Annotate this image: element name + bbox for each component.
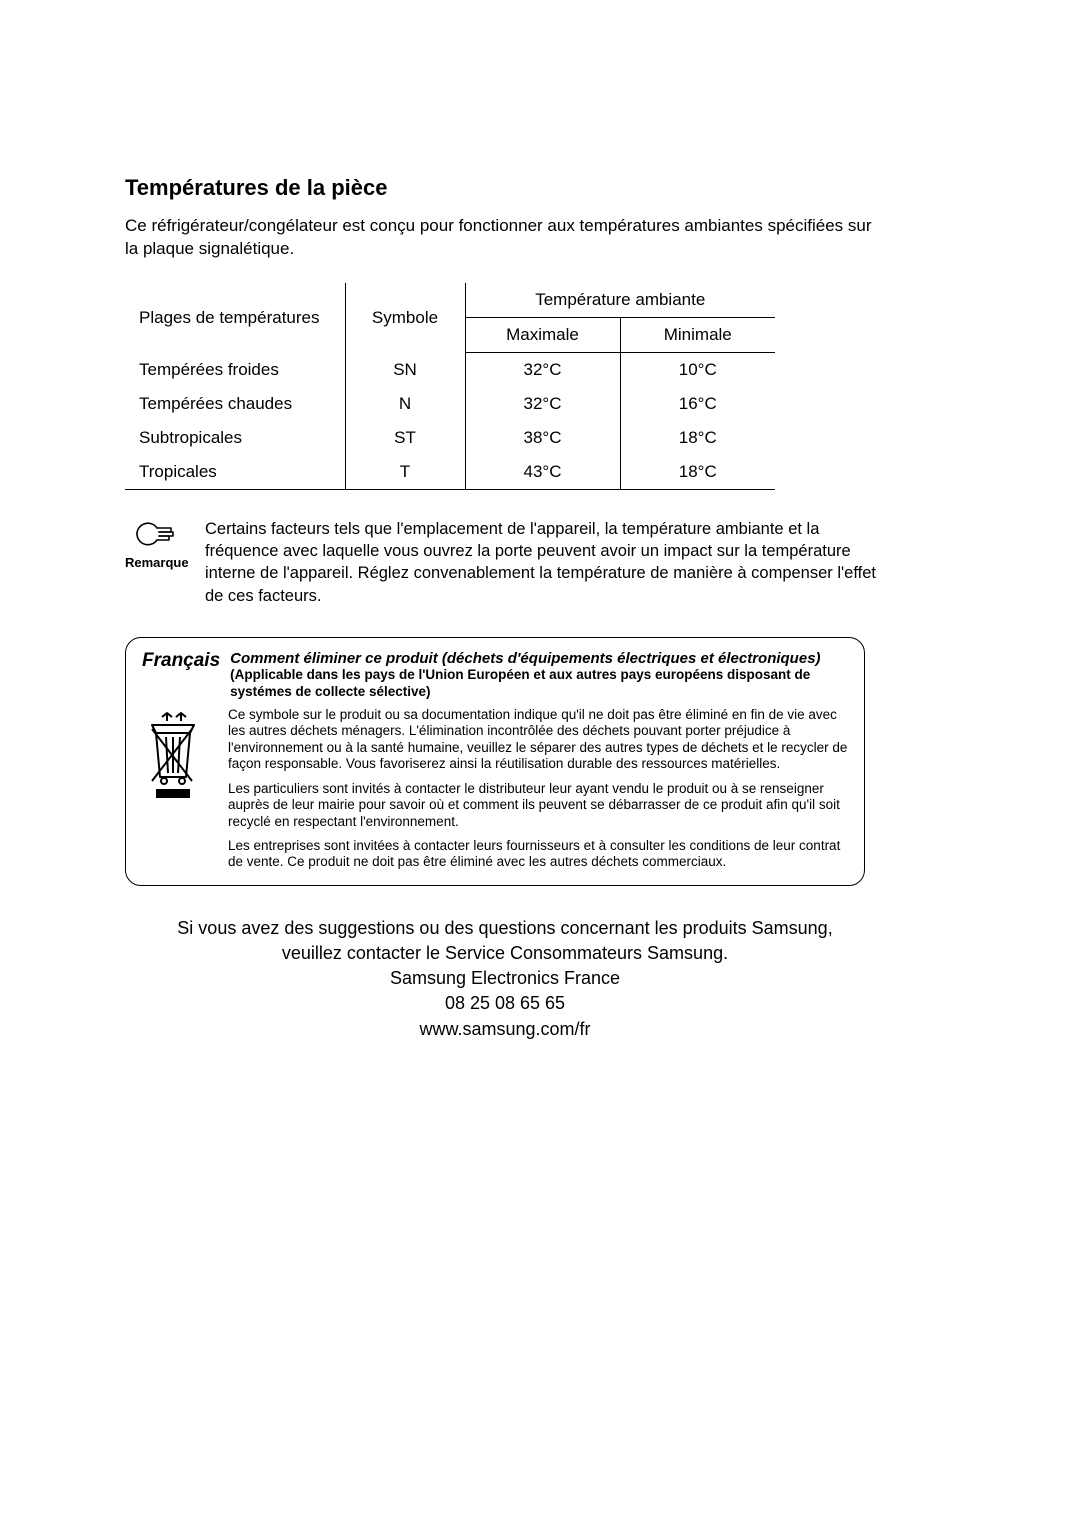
th-plage: Plages de températures — [125, 283, 345, 353]
cell-sym: N — [345, 387, 465, 421]
cell-max: 32°C — [465, 387, 620, 421]
weee-paragraph: Les particuliers sont invités à contacte… — [228, 781, 848, 830]
table-row: Tempérées chaudes N 32°C 16°C — [125, 387, 775, 421]
th-max: Maximale — [465, 317, 620, 352]
contact-block: Si vous avez des suggestions ou des ques… — [125, 916, 885, 1042]
note-hand-icon — [133, 518, 179, 548]
th-ambient: Température ambiante — [465, 283, 775, 318]
weee-bin-icon — [142, 711, 204, 801]
weee-header-text: Comment éliminer ce produit (déchets d'é… — [230, 650, 848, 701]
contact-line: veuillez contacter le Service Consommate… — [125, 941, 885, 966]
cell-plage: Tempérées chaudes — [125, 387, 345, 421]
cell-min: 18°C — [620, 455, 775, 490]
cell-sym: ST — [345, 421, 465, 455]
weee-body: Ce symbole sur le produit ou sa document… — [142, 707, 848, 871]
weee-header: Français Comment éliminer ce produit (dé… — [142, 650, 848, 701]
table-row: Subtropicales ST 38°C 18°C — [125, 421, 775, 455]
cell-max: 38°C — [465, 421, 620, 455]
weee-title: Comment éliminer ce produit (déchets d'é… — [230, 650, 848, 667]
note-block: Remarque Certains facteurs tels que l'em… — [125, 518, 885, 607]
cell-min: 16°C — [620, 387, 775, 421]
cell-sym: T — [345, 455, 465, 490]
th-min: Minimale — [620, 317, 775, 352]
contact-line: Si vous avez des suggestions ou des ques… — [125, 916, 885, 941]
weee-text-column: Ce symbole sur le produit ou sa document… — [228, 707, 848, 871]
weee-box: Français Comment éliminer ce produit (dé… — [125, 637, 865, 886]
contact-phone: 08 25 08 65 65 — [125, 991, 885, 1016]
cell-max: 43°C — [465, 455, 620, 490]
note-label: Remarque — [125, 555, 187, 570]
cell-plage: Tempérées froides — [125, 352, 345, 387]
cell-max: 32°C — [465, 352, 620, 387]
weee-paragraph: Les entreprises sont invitées à contacte… — [228, 838, 848, 871]
temperature-table: Plages de températures Symbole Températu… — [125, 283, 775, 490]
table-row: Tempérées froides SN 32°C 10°C — [125, 352, 775, 387]
section-intro: Ce réfrigérateur/congélateur est conçu p… — [125, 215, 885, 261]
th-symbole: Symbole — [345, 283, 465, 353]
weee-paragraph: Ce symbole sur le produit ou sa document… — [228, 707, 848, 773]
cell-plage: Tropicales — [125, 455, 345, 490]
cell-min: 18°C — [620, 421, 775, 455]
weee-subtitle: (Applicable dans les pays de l'Union Eur… — [230, 667, 848, 701]
note-text: Certains facteurs tels que l'emplacement… — [205, 518, 885, 607]
cell-sym: SN — [345, 352, 465, 387]
weee-icon-column — [142, 707, 212, 871]
section-title: Températures de la pièce — [125, 175, 885, 201]
weee-language: Français — [142, 650, 220, 672]
table-row: Tropicales T 43°C 18°C — [125, 455, 775, 490]
note-icon-column: Remarque — [125, 518, 187, 607]
contact-company: Samsung Electronics France — [125, 966, 885, 991]
cell-plage: Subtropicales — [125, 421, 345, 455]
cell-min: 10°C — [620, 352, 775, 387]
page-content: Températures de la pièce Ce réfrigérateu… — [125, 175, 885, 1042]
contact-url: www.samsung.com/fr — [125, 1017, 885, 1042]
